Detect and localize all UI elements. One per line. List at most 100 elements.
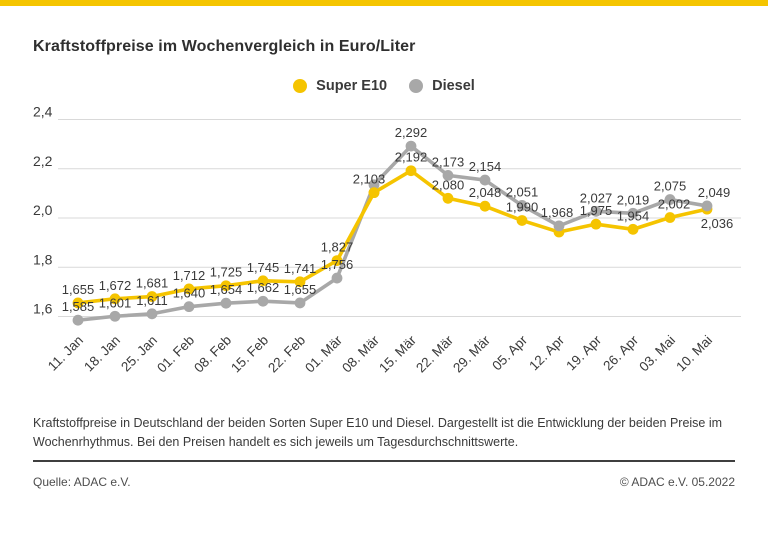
diesel-value-label: 1,601: [99, 295, 132, 310]
super-e10-point: [479, 200, 491, 212]
super-e10-value-label: 2,192: [395, 150, 428, 165]
super-e10-value-label: 2,103: [353, 172, 386, 187]
x-axis-tick-label: 25. Jan: [118, 333, 160, 375]
x-axis-tick-label: 15. Feb: [228, 333, 271, 376]
super-e10-value-label: 1,681: [136, 276, 169, 291]
diesel-dot-icon: [409, 79, 424, 93]
super-e10-value-label: 2,036: [701, 216, 734, 231]
footer: Quelle: ADAC e.V. © ADAC e.V. 05.2022: [33, 475, 735, 489]
diesel-point: [368, 179, 380, 191]
diesel-value-label: 2,027: [580, 190, 613, 205]
diesel-point: [664, 194, 676, 205]
legend-label-diesel: Diesel: [432, 78, 475, 94]
diesel-point: [442, 169, 454, 181]
diesel-point: [146, 308, 158, 320]
super-e10-value-label: 1,672: [99, 278, 132, 293]
diesel-point: [72, 314, 84, 326]
footer-divider: [33, 460, 735, 462]
x-axis-tick-label: 01. Mär: [302, 332, 345, 375]
diesel-point: [516, 200, 528, 211]
x-axis-tick-label: 03. Mai: [636, 333, 678, 375]
x-axis-tick-label: 29. Mär: [450, 332, 493, 375]
super-e10-point: [220, 280, 232, 292]
super-e10-value-label: 1,975: [580, 203, 613, 218]
super-e10-value-label: 1,827: [321, 240, 354, 255]
diesel-value-label: 2,173: [432, 154, 465, 169]
diesel-value-label: 2,019: [617, 192, 650, 207]
super-e10-point: [590, 218, 602, 230]
super-e10-point: [442, 192, 454, 204]
super-e10-point: [368, 187, 380, 199]
x-axis-tick-label: 26. Apr: [600, 332, 641, 373]
y-axis-tick-label: 1,6: [33, 301, 53, 317]
diesel-value-label: 1,756: [321, 257, 354, 272]
super-e10-point: [72, 297, 84, 309]
diesel-point: [479, 174, 491, 186]
super-e10-value-label: 1,655: [62, 282, 95, 297]
super-e10-value-label: 1,954: [617, 208, 650, 223]
super-e10-point: [183, 283, 195, 295]
super-e10-point: [664, 212, 676, 223]
diesel-point: [331, 272, 343, 284]
super-e10-point: [146, 291, 158, 302]
legend: Super E10 Diesel: [0, 78, 768, 94]
x-axis-tick-label: 18. Jan: [81, 333, 123, 375]
diesel-point: [220, 297, 232, 309]
super-e10-point: [405, 165, 417, 177]
diesel-point: [701, 200, 713, 212]
x-axis-tick-label: 11. Jan: [45, 333, 86, 374]
diesel-value-label: 1,611: [136, 293, 168, 308]
x-axis-tick-label: 12. Apr: [526, 332, 567, 373]
y-axis-tick-label: 2,2: [33, 153, 53, 169]
y-axis-tick-label: 2,0: [33, 202, 53, 218]
super-e10-point: [257, 275, 269, 287]
x-axis-tick-label: 19. Apr: [563, 332, 604, 373]
super-e10-value-label: 2,080: [432, 177, 465, 192]
diesel-value-label: 2,049: [698, 185, 731, 200]
super-e10-value-label: 1,745: [247, 260, 280, 275]
source-label: Quelle: ADAC e.V.: [33, 475, 131, 489]
diesel-point: [627, 207, 639, 219]
x-axis-tick-label: 05. Apr: [489, 332, 530, 373]
diesel-point: [294, 297, 306, 309]
super-e10-point: [331, 255, 343, 267]
diesel-point: [553, 220, 565, 232]
x-axis-tick-label: 10. Mai: [673, 333, 715, 375]
x-axis-tick-label: 22. Mär: [413, 332, 456, 375]
x-axis-tick-label: 08. Mär: [339, 332, 382, 375]
diesel-value-label: 1,968: [541, 205, 574, 220]
diesel-value-label: 2,292: [395, 125, 428, 140]
diesel-value-label: 1,585: [62, 299, 95, 314]
x-axis-tick-label: 15. Mär: [376, 332, 419, 375]
super-e10-point: [627, 223, 639, 235]
diesel-value-label: 1,640: [173, 286, 206, 301]
super-e10-line: [76, 168, 709, 305]
x-axis-tick-label: 22. Feb: [265, 333, 308, 376]
x-axis-tick-label: 08. Feb: [191, 333, 234, 376]
super-e10-point: [294, 276, 306, 288]
diesel-point: [257, 295, 269, 307]
top-accent-bar: [0, 0, 768, 6]
diesel-point: [109, 310, 121, 322]
diesel-value-label: 1,662: [247, 280, 280, 295]
legend-label-super-e10: Super E10: [316, 78, 388, 94]
y-axis-tick-label: 1,8: [33, 251, 53, 267]
diesel-value-label: 2,051: [506, 184, 539, 199]
diesel-value-label: 1,654: [210, 282, 243, 297]
diesel-value-label: 2,154: [469, 159, 502, 174]
diesel-line: [76, 144, 709, 322]
x-axis-tick-label: 01. Feb: [154, 333, 197, 376]
y-axis-tick-label: 2,4: [33, 105, 53, 120]
super-e10-value-label: 1,741: [284, 261, 317, 276]
chart-area: 2,4 2,2 2,0 1,8 1,6 11. Jan 18. Jan 25. Jan 01. …: [0, 104, 768, 405]
super-e10-value-label: 1,725: [210, 265, 243, 280]
super-e10-value-label: 2,002: [658, 197, 691, 212]
diesel-value-label: 1,655: [284, 282, 317, 297]
diesel-point: [405, 140, 417, 152]
chart-footnote: Kraftstoffpreise in Deutschland der beid…: [33, 416, 723, 450]
super-e10-dot-icon: [293, 79, 308, 93]
super-e10-value-label: 1,990: [506, 199, 539, 214]
diesel-point: [183, 301, 195, 313]
